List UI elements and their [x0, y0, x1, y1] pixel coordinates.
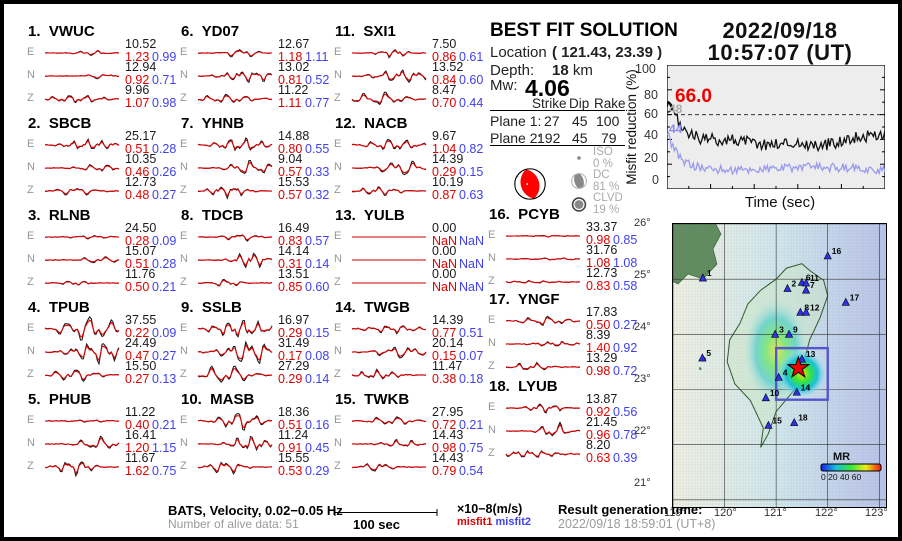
svg-text:ISO: ISO — [593, 146, 613, 158]
svg-text:12: 12 — [810, 302, 820, 312]
svg-text:10: 10 — [770, 388, 780, 398]
svg-text:5: 5 — [706, 348, 711, 358]
svg-text:0 20 40 60: 0 20 40 60 — [821, 472, 861, 482]
svg-text:9: 9 — [793, 324, 798, 334]
svg-text:1: 1 — [707, 268, 712, 278]
svg-text:13: 13 — [806, 349, 816, 359]
svg-text:4: 4 — [783, 367, 788, 377]
svg-text:19 %: 19 % — [593, 204, 619, 216]
svg-text:11: 11 — [810, 273, 819, 283]
svg-text:17: 17 — [850, 292, 860, 302]
svg-text:18: 18 — [798, 413, 808, 423]
svg-text:15: 15 — [772, 415, 782, 425]
svg-text:14: 14 — [801, 382, 811, 392]
svg-text:16: 16 — [832, 246, 842, 256]
svg-text:2: 2 — [791, 279, 796, 289]
svg-text:3: 3 — [779, 324, 784, 334]
svg-text:DC: DC — [593, 169, 610, 181]
svg-text:MR: MR — [833, 451, 850, 463]
svg-text:CLVD: CLVD — [593, 192, 623, 204]
